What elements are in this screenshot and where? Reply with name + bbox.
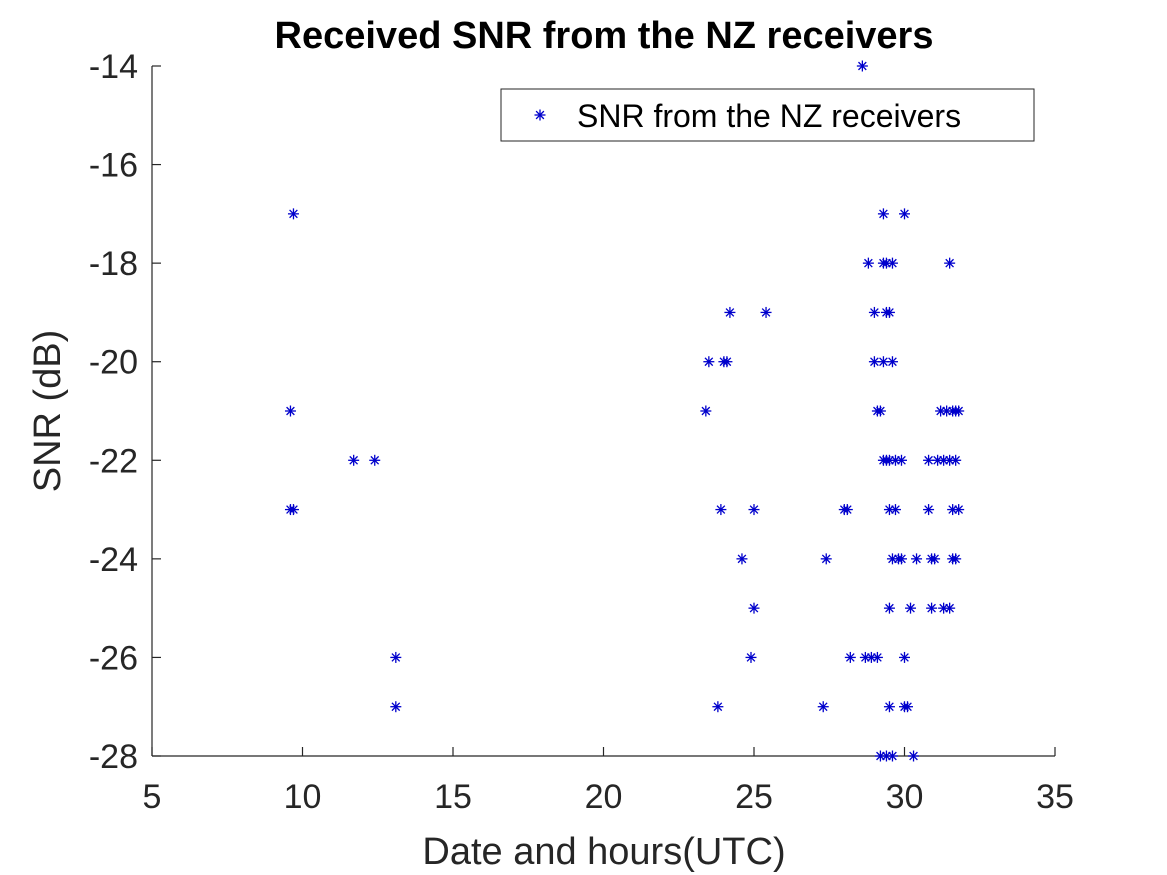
x-tick-label: 5 [143, 778, 162, 816]
data-point [886, 257, 898, 269]
data-point [856, 60, 868, 72]
data-point [923, 504, 935, 516]
data-point [911, 553, 923, 565]
y-tick-label: -24 [89, 541, 138, 579]
data-point [390, 701, 402, 713]
data-point [284, 405, 296, 417]
plot-area [152, 66, 1055, 756]
data-point [889, 504, 901, 516]
data-point [929, 553, 941, 565]
data-point [883, 701, 895, 713]
x-axis-ticks: 5 10 15 20 25 30 35 [143, 747, 1074, 816]
data-point [877, 208, 889, 220]
y-axis-ticks: -28 -26 -24 -22 -20 -18 -16 -14 [89, 48, 161, 776]
data-point [886, 750, 898, 762]
data-point [944, 257, 956, 269]
data-point [953, 405, 965, 417]
legend: SNR from the NZ receivers [500, 88, 1035, 142]
y-tick-label: -16 [89, 147, 138, 185]
y-tick-label: -14 [89, 48, 138, 86]
y-tick-label: -26 [89, 639, 138, 677]
data-point [700, 405, 712, 417]
data-point [868, 306, 880, 318]
data-point [950, 454, 962, 466]
data-points [284, 60, 965, 762]
legend-box [500, 88, 1035, 142]
y-tick-label: -22 [89, 442, 138, 480]
y-tick-label: -20 [89, 344, 138, 382]
data-point [953, 504, 965, 516]
data-point [844, 651, 856, 663]
x-tick-label: 30 [886, 778, 924, 816]
data-point [820, 553, 832, 565]
data-point [703, 356, 715, 368]
legend-entry-label: SNR from the NZ receivers [577, 98, 961, 134]
y-axis-label: SNR (dB) [27, 330, 69, 493]
data-point [895, 454, 907, 466]
data-point [883, 306, 895, 318]
data-point [950, 553, 962, 565]
data-point [944, 602, 956, 614]
y-tick-label: -28 [89, 738, 138, 776]
data-point [908, 750, 920, 762]
data-point [712, 701, 724, 713]
x-tick-label: 35 [1036, 778, 1074, 816]
y-tick-label: -18 [89, 245, 138, 283]
data-point [715, 504, 727, 516]
data-point [905, 602, 917, 614]
data-point [721, 356, 733, 368]
data-point [841, 504, 853, 516]
data-point [871, 651, 883, 663]
data-point [736, 553, 748, 565]
data-point [390, 651, 402, 663]
data-point [817, 701, 829, 713]
data-point [926, 602, 938, 614]
data-point [748, 504, 760, 516]
data-point [287, 208, 299, 220]
data-point [886, 356, 898, 368]
x-tick-label: 10 [284, 778, 322, 816]
data-point [899, 208, 910, 220]
data-point [874, 405, 886, 417]
x-tick-label: 20 [585, 778, 623, 816]
data-point [724, 306, 736, 318]
data-point [287, 504, 299, 516]
data-point [899, 651, 910, 663]
data-point [883, 602, 895, 614]
data-point [745, 651, 757, 663]
data-point [369, 454, 381, 466]
x-tick-label: 25 [735, 778, 773, 816]
x-axis-label: Date and hours(UTC) [422, 831, 785, 873]
legend-marker-icon [534, 109, 546, 121]
legend-marker-icon [534, 109, 546, 121]
data-point [862, 257, 874, 269]
data-point [902, 701, 914, 713]
data-point [348, 454, 360, 466]
data-point [748, 602, 760, 614]
x-tick-label: 15 [434, 778, 472, 816]
data-point [760, 306, 772, 318]
chart-title: Received SNR from the NZ receivers [275, 15, 934, 57]
data-point [895, 553, 907, 565]
